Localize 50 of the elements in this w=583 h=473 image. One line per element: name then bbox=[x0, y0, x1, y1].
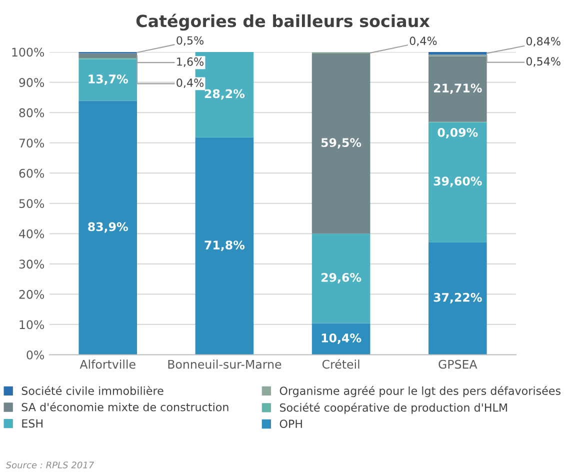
y-tick-label: 70% bbox=[19, 138, 44, 148]
x-tick-label: Créteil bbox=[322, 359, 360, 369]
data-label: 0,84% bbox=[526, 37, 560, 47]
legend-label: SA d'économie mixte de construction bbox=[22, 402, 228, 412]
bar bbox=[78, 59, 138, 101]
data-label: 83,9% bbox=[88, 222, 128, 233]
y-tick-label: 0% bbox=[26, 350, 44, 360]
bar bbox=[78, 100, 138, 355]
data-label: 29,6% bbox=[322, 272, 362, 284]
legend-label: Société coopérative de production d'HLM bbox=[280, 402, 507, 414]
y-tick-label: 30% bbox=[19, 260, 44, 269]
legend-label: Organisme agréé pour le lgt des pers défavorisées bbox=[280, 386, 561, 398]
y-tick-label: 10% bbox=[20, 320, 44, 330]
bar bbox=[428, 122, 487, 242]
source-note: Source : RPLS 2017 bbox=[6, 462, 94, 468]
x-tick-label: Bonneuil-sur-Marne bbox=[168, 360, 282, 369]
data-label: 1,6% bbox=[177, 57, 204, 67]
data-label: 39,60% bbox=[434, 176, 482, 188]
y-tick-label: 20% bbox=[19, 290, 44, 299]
data-label: 0,54% bbox=[526, 57, 560, 67]
data-label: 37,22% bbox=[434, 292, 482, 304]
data-label: 59,5% bbox=[321, 138, 362, 149]
x-tick-label: Alfortville bbox=[80, 360, 136, 369]
x-tick-label: GPSEA bbox=[438, 360, 478, 369]
legend-label: Société civile immobilière bbox=[22, 386, 164, 395]
bar bbox=[428, 52, 487, 55]
bar bbox=[312, 54, 370, 234]
data-label: 28,2% bbox=[204, 89, 245, 100]
data-label: 0,09% bbox=[438, 128, 478, 138]
data-label: 10,4% bbox=[322, 334, 362, 344]
data-label: 0,5% bbox=[176, 36, 204, 46]
bar bbox=[312, 234, 370, 324]
y-tick-label: 40% bbox=[19, 229, 44, 238]
bar bbox=[78, 53, 138, 58]
data-label: 0,4% bbox=[410, 36, 437, 46]
data-label: 13,7% bbox=[88, 74, 128, 85]
bar bbox=[428, 56, 487, 122]
y-tick-label: 80% bbox=[19, 108, 44, 118]
legend-label: OPH bbox=[280, 420, 302, 428]
y-tick-label: 60% bbox=[19, 168, 44, 178]
bar bbox=[195, 137, 254, 355]
y-tick-label: 100% bbox=[12, 48, 44, 57]
legend-label: ESH bbox=[22, 419, 42, 428]
data-label: 0,4% bbox=[176, 78, 204, 88]
chart-title: Catégories de bailleurs sociaux bbox=[136, 14, 430, 31]
data-label: 71,8% bbox=[204, 240, 245, 252]
bar bbox=[428, 242, 487, 355]
y-tick-label: 50% bbox=[19, 199, 44, 208]
y-tick-label: 90% bbox=[19, 78, 44, 87]
data-label: 21,71% bbox=[434, 84, 482, 94]
